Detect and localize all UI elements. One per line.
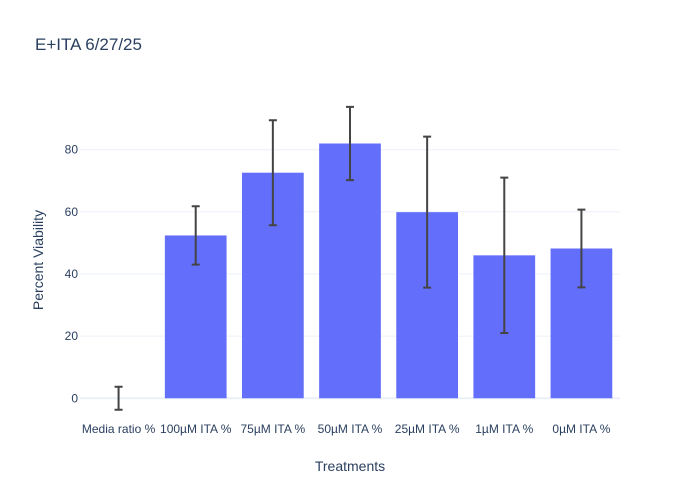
x-tick-label: 0µM ITA %	[552, 422, 610, 436]
y-tick-label: 40	[65, 267, 79, 281]
bars	[164, 143, 613, 399]
error-bar	[346, 105, 354, 182]
chart-title: E+ITA 6/27/25	[35, 35, 142, 54]
error-bars	[114, 105, 586, 411]
y-tick-label: 20	[65, 329, 79, 343]
x-axis-title: Treatments	[315, 458, 385, 474]
y-tick-labels: 0 20 40 60 80	[65, 143, 79, 406]
x-tick-label: Media ratio %	[82, 422, 156, 436]
error-bar	[423, 135, 432, 289]
error-bar	[191, 205, 200, 266]
y-tick-label: 60	[65, 205, 79, 219]
x-tick-label: 100µM ITA %	[160, 422, 232, 436]
x-tick-label: 50µM ITA %	[318, 422, 383, 436]
error-bar	[500, 176, 509, 335]
bar	[319, 143, 381, 399]
x-tick-label: 75µM ITA %	[240, 422, 305, 436]
x-tick-labels: Media ratio % 100µM ITA % 75µM ITA % 50µM I…	[82, 422, 611, 436]
error-bar	[114, 385, 123, 411]
error-bar	[268, 119, 277, 227]
x-tick-label: 1µM ITA %	[475, 422, 533, 436]
x-tick-label: 25µM ITA %	[395, 422, 460, 436]
y-tick-label: 80	[65, 143, 79, 157]
y-axis-title: Percent Viability	[30, 210, 46, 310]
y-tick-label: 0	[71, 391, 78, 405]
error-bar	[577, 208, 586, 289]
